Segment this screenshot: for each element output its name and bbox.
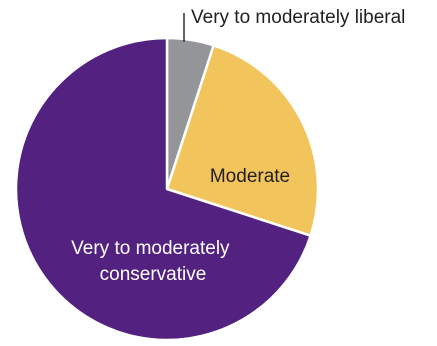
slice-label-conservative-line2: conservative [100,264,207,285]
slice-label-conservative-line1: Very to moderately [71,238,230,259]
slice-label-moderate: Moderate [210,166,290,187]
pie-slices [16,38,318,340]
slice-label-liberal: Very to moderately liberal [191,7,405,28]
